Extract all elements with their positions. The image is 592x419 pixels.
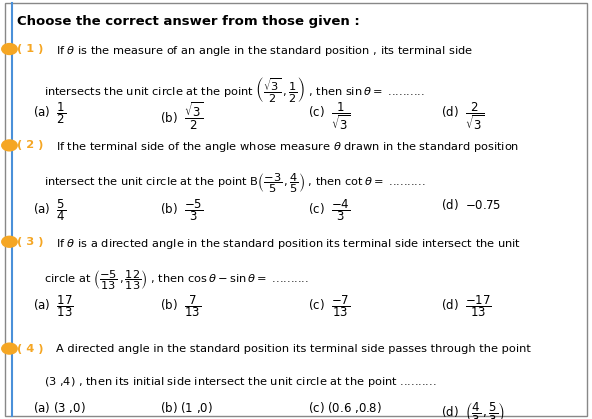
- Text: Choose the correct answer from those given :: Choose the correct answer from those giv…: [17, 15, 359, 28]
- Text: If $\theta$ is the measure of an angle in the standard position , its terminal s: If $\theta$ is the measure of an angle i…: [56, 44, 474, 58]
- Text: (c)  $\dfrac{-4}{3}$: (c) $\dfrac{-4}{3}$: [308, 197, 350, 222]
- Text: (b)  $\dfrac{7}{13}$: (b) $\dfrac{7}{13}$: [160, 293, 201, 319]
- Text: (d)  $\left(\dfrac{4}{3}\,,\dfrac{5}{3}\right)$: (d) $\left(\dfrac{4}{3}\,,\dfrac{5}{3}\r…: [441, 400, 505, 419]
- Text: circle at $\left(\dfrac{-5}{13}\,,\dfrac{12}{13}\right)$ , then $\cos\theta - \s: circle at $\left(\dfrac{-5}{13}\,,\dfrac…: [44, 268, 309, 292]
- Text: ( 4 ): ( 4 ): [17, 344, 43, 354]
- Text: (d)  $-0.75$: (d) $-0.75$: [441, 197, 501, 212]
- Text: (c)  $\dfrac{-7}{13}$: (c) $\dfrac{-7}{13}$: [308, 293, 350, 319]
- Text: (a)  $\dfrac{5}{4}$: (a) $\dfrac{5}{4}$: [33, 197, 66, 222]
- Circle shape: [2, 343, 17, 354]
- Text: (a) $(3$ ,0$)$: (a) $(3$ ,0$)$: [33, 400, 85, 415]
- FancyBboxPatch shape: [5, 3, 587, 416]
- Text: (d)  $\dfrac{2}{\sqrt{3}}$: (d) $\dfrac{2}{\sqrt{3}}$: [441, 101, 484, 132]
- Text: If $\theta$ is a directed angle in the standard position its terminal side inter: If $\theta$ is a directed angle in the s…: [56, 237, 522, 251]
- Text: (a)  $\dfrac{1}{2}$: (a) $\dfrac{1}{2}$: [33, 101, 66, 126]
- Text: (b) $(1$ ,0$)$: (b) $(1$ ,0$)$: [160, 400, 213, 415]
- Text: intersects the unit circle at the point $\left(\dfrac{\sqrt{3}}{2}\,,\dfrac{1}{2: intersects the unit circle at the point …: [44, 75, 425, 104]
- Text: ( 3 ): ( 3 ): [17, 237, 43, 247]
- Text: $(3$ ,4$)$ , then its initial side intersect the unit circle at the point ......: $(3$ ,4$)$ , then its initial side inter…: [44, 375, 437, 389]
- Text: (b)  $\dfrac{\sqrt{3}}{2}$: (b) $\dfrac{\sqrt{3}}{2}$: [160, 101, 203, 132]
- Circle shape: [2, 44, 17, 54]
- Text: A directed angle in the standard position its terminal side passes through the p: A directed angle in the standard positio…: [56, 344, 531, 354]
- Text: (b)  $\dfrac{-5}{3}$: (b) $\dfrac{-5}{3}$: [160, 197, 203, 222]
- Circle shape: [2, 236, 17, 247]
- Text: (d)  $\dfrac{-17}{13}$: (d) $\dfrac{-17}{13}$: [441, 293, 492, 319]
- Text: If the terminal side of the angle whose measure $\theta$ drawn in the standard p: If the terminal side of the angle whose …: [56, 140, 520, 154]
- Text: ( 1 ): ( 1 ): [17, 44, 43, 54]
- Text: (c)  $\dfrac{1}{\sqrt{3}}$: (c) $\dfrac{1}{\sqrt{3}}$: [308, 101, 350, 132]
- Text: intersect the unit circle at the point B$\left(\dfrac{-3}{5}\,,\dfrac{4}{5}\righ: intersect the unit circle at the point B…: [44, 172, 426, 195]
- Text: ( 2 ): ( 2 ): [17, 140, 43, 150]
- Text: (a)  $\dfrac{17}{13}$: (a) $\dfrac{17}{13}$: [33, 293, 73, 319]
- Circle shape: [2, 140, 17, 151]
- Text: (c) $(0.6$ ,0.8$)$: (c) $(0.6$ ,0.8$)$: [308, 400, 382, 415]
